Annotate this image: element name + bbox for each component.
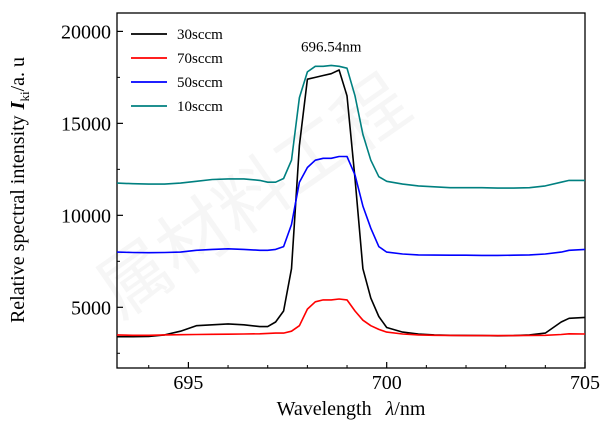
- x-axis-title: Wavelength λ/nm: [277, 398, 426, 420]
- legend-label-30sccm: 30sccm: [177, 27, 223, 43]
- series-lines: [116, 64, 586, 338]
- legend-label-10sccm: 10sccm: [177, 99, 223, 115]
- y-axis-title-symbol: I: [7, 100, 29, 110]
- y-axis-title: Relative spectral intensity Iki/a. u: [7, 57, 32, 323]
- peak-annotation: 696.54nm: [301, 40, 362, 56]
- x-axis-title-unit: /nm: [394, 398, 426, 420]
- series-line-50sccm: [116, 155, 586, 257]
- x-axis-title-symbol: λ: [385, 398, 395, 420]
- svg-text:属材料工程: 属材料工程: [82, 59, 425, 334]
- y-axis-ticks: 5000 10000 15000 20000: [61, 21, 123, 354]
- plot-frame: [116, 12, 586, 369]
- x-axis-ticks: 695 700 705: [148, 362, 600, 394]
- x-tick-label: 705: [570, 372, 600, 394]
- y-axis-title-text: Relative spectral intensity: [7, 115, 29, 323]
- y-tick-label: 15000: [61, 113, 111, 135]
- legend-label-50sccm: 50sccm: [177, 75, 223, 91]
- y-tick-label: 10000: [61, 205, 111, 227]
- watermark: 属材料工程: [82, 59, 425, 334]
- series-line-70sccm: [116, 298, 586, 337]
- y-axis-title-unit: /a. u: [7, 57, 29, 91]
- y-tick-label: 20000: [61, 21, 111, 43]
- y-tick-label: 5000: [71, 297, 111, 319]
- legend-label-70sccm: 70sccm: [177, 51, 223, 67]
- series-line-10sccm: [116, 64, 585, 189]
- y-axis-title-subscript: ki: [17, 91, 32, 102]
- x-tick-label: 695: [173, 372, 203, 394]
- legend: 30sccm 70sccm 50sccm 10sccm: [131, 27, 223, 115]
- x-tick-label: 700: [372, 372, 402, 394]
- x-axis-title-text: Wavelength: [277, 398, 372, 420]
